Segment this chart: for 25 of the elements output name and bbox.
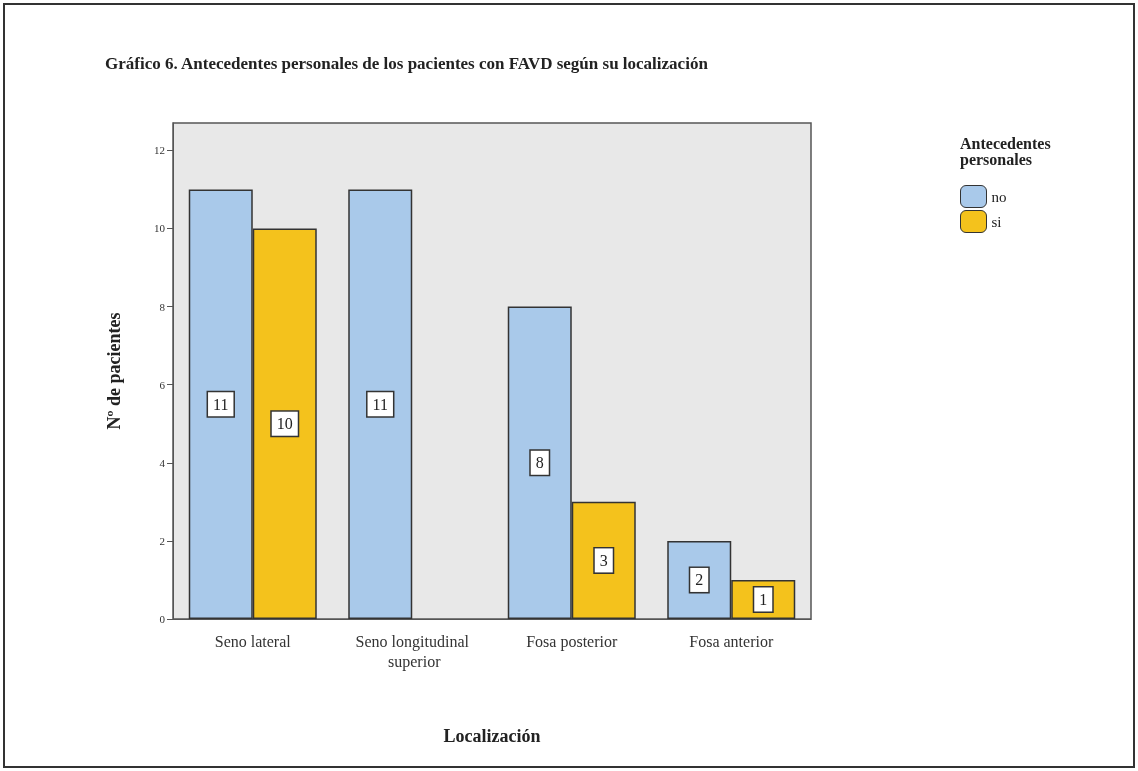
y-tick-label: 6 <box>159 378 166 391</box>
y-tick-label: 2 <box>159 534 165 547</box>
data-label: 11 <box>213 395 229 413</box>
y-axis-title: Nº de pacientes <box>104 312 124 430</box>
data-label: 11 <box>372 395 388 413</box>
data-label: 8 <box>535 454 544 472</box>
data-label: 10 <box>276 415 293 433</box>
x-tick-label: Fosa anterior <box>689 632 774 650</box>
legend-title: Antecedentes personales <box>960 134 1055 169</box>
x-axis-title: Localización <box>443 726 541 746</box>
data-label: 1 <box>759 590 768 608</box>
x-tick-label: Seno longitudinal superior <box>355 632 470 671</box>
x-tick-label: Fosa posterior <box>526 632 618 651</box>
x-tick-label: Seno lateral <box>214 632 292 650</box>
y-tick-label: 4 <box>159 456 166 469</box>
data-label: 2 <box>695 571 704 589</box>
data-label: 3 <box>599 551 608 569</box>
legend-label: no <box>991 188 1007 205</box>
chart-title: Gráfico 6. Antecedentes personales de los pacientes con FAVD según su localización <box>105 54 709 73</box>
y-tick-label: 12 <box>154 144 165 157</box>
y-tick-label: 10 <box>154 222 166 235</box>
bar <box>348 189 413 619</box>
y-tick-label: 0 <box>159 613 166 625</box>
legend-label: si <box>991 213 1002 230</box>
y-tick-label: 8 <box>159 300 166 313</box>
